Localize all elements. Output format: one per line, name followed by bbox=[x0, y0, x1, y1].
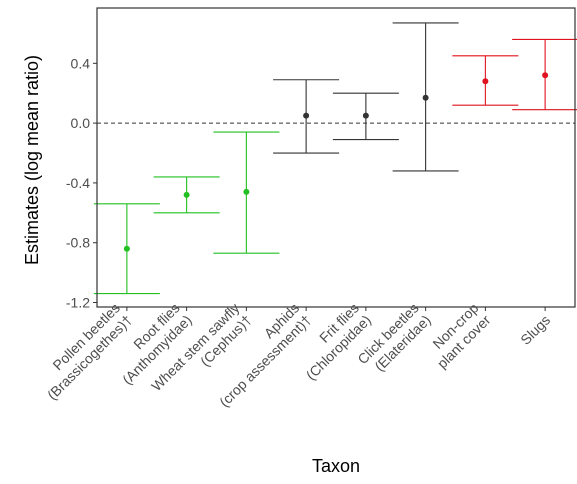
estimate-group bbox=[93, 203, 160, 295]
estimate-point bbox=[123, 245, 130, 252]
y-tick-label: 0.4 bbox=[71, 55, 91, 71]
y-tick-label: -1.2 bbox=[66, 295, 90, 311]
estimate-group bbox=[332, 92, 399, 141]
estimate-point bbox=[303, 112, 310, 119]
plot-area bbox=[93, 7, 577, 308]
x-tick-label: Slugs bbox=[517, 312, 553, 348]
estimate-group bbox=[392, 22, 459, 172]
estimate-point bbox=[243, 188, 250, 195]
y-tick-label: 0.0 bbox=[71, 115, 91, 131]
estimate-point bbox=[542, 72, 549, 79]
estimate-point bbox=[362, 112, 369, 119]
estimate-point bbox=[482, 78, 489, 85]
x-tick-label-line: Slugs bbox=[517, 312, 553, 348]
y-axis-title: Estimates (log mean ratio) bbox=[22, 55, 42, 265]
x-tick-label: Non-cropplant cover bbox=[422, 300, 494, 372]
estimate-group bbox=[512, 38, 577, 111]
x-tick-label: Pollen beetles(Brassicogethes)† bbox=[32, 300, 135, 403]
estimate-group bbox=[273, 79, 340, 154]
y-axis: -1.2 -0.8 -0.4 0.0 0.4 bbox=[66, 55, 97, 311]
x-axis-title: Taxon bbox=[312, 456, 360, 476]
x-axis: Pollen beetles(Brassicogethes)†Root flie… bbox=[32, 300, 553, 410]
estimate-point bbox=[422, 94, 429, 101]
plot-border bbox=[96, 7, 576, 308]
y-tick-label: -0.4 bbox=[66, 175, 90, 191]
estimate-point bbox=[183, 191, 190, 198]
estimate-group bbox=[153, 176, 220, 214]
x-tick-label: Click beetles(Elateridae) bbox=[354, 300, 433, 379]
estimate-group bbox=[213, 131, 280, 254]
estimate-group bbox=[452, 55, 519, 106]
y-tick-label: -0.8 bbox=[66, 235, 90, 251]
